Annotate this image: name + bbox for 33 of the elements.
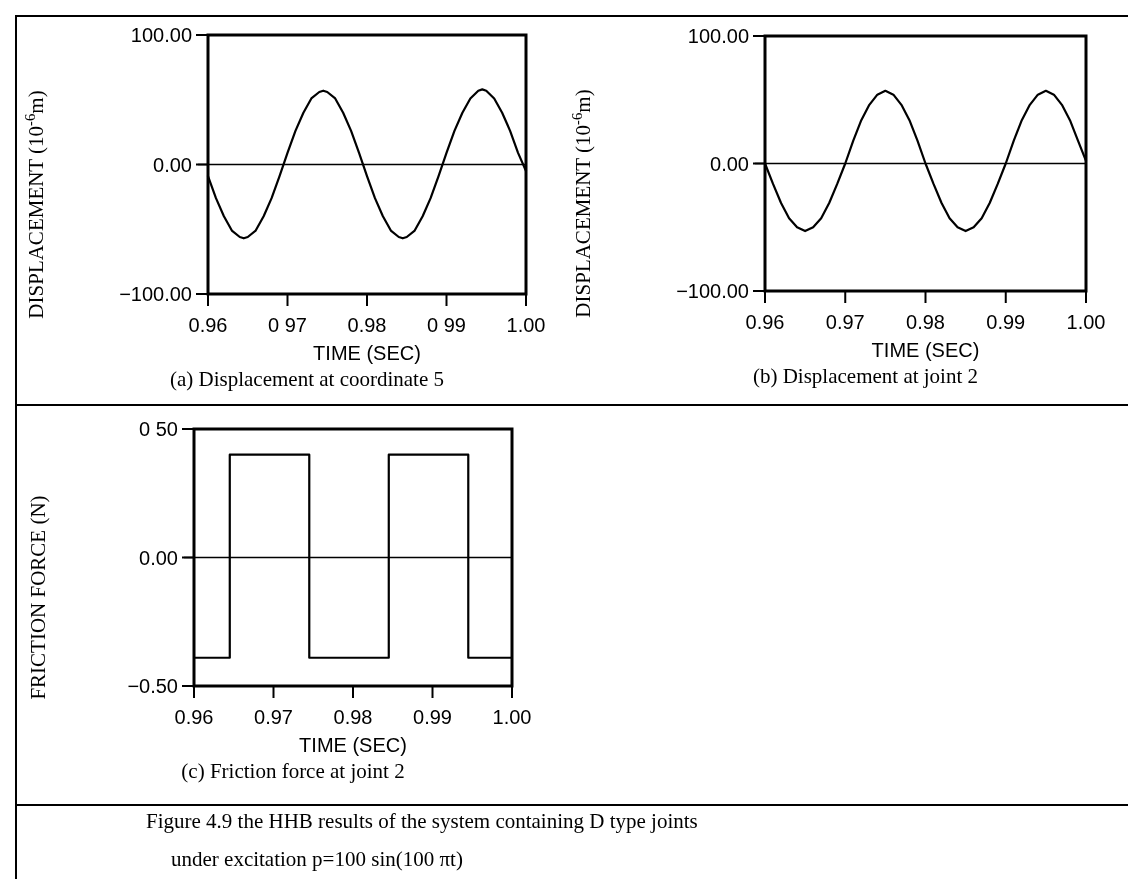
y-tick-label: −100.00 [119, 283, 192, 305]
x-tick-label: 0.98 [906, 311, 945, 333]
y-tick-label: −0.50 [127, 675, 178, 697]
x-tick-label: 0 99 [427, 314, 466, 336]
x-axis-title: TIME (SEC) [299, 734, 407, 756]
x-axis-title: TIME (SEC) [871, 339, 980, 361]
text: (b) Displacement at joint 2 [752, 364, 979, 388]
x-axis-title: TIME (SEC) [313, 342, 421, 364]
x-tick-label: 0 97 [268, 314, 307, 336]
x-tick-label: 0.99 [986, 311, 1026, 333]
y-tick-label: 0.00 [139, 546, 178, 569]
y-tick-label: −100.00 [676, 280, 749, 302]
x-tick-label: 0.97 [825, 311, 865, 333]
x-tick-label: 1.00 [492, 706, 532, 728]
y-tick-label: 100.00 [130, 24, 192, 46]
text: (a) Displacement at coordinate 5 [169, 367, 445, 391]
x-tick-label: 0.96 [188, 314, 228, 336]
x-tick-label: 1.00 [1066, 311, 1106, 333]
text: (c) Friction force at joint 2 [181, 759, 405, 783]
y-tick-label: 0.00 [710, 152, 749, 175]
y-axis-title: FRICTION FORCE (N) [26, 495, 51, 700]
x-tick-label: 0.98 [347, 314, 387, 336]
y-tick-label: 100.00 [687, 25, 749, 47]
y-tick-label: 0 50 [139, 418, 178, 440]
text: under excitation p=100 sin(100 πt) [171, 847, 463, 871]
x-tick-label: 0.96 [174, 706, 214, 728]
y-tick-label: 0.00 [153, 153, 192, 176]
x-tick-label: 0.97 [254, 706, 293, 728]
x-tick-label: 1.00 [506, 314, 546, 336]
x-tick-label: 0.98 [333, 706, 373, 728]
x-tick-label: 0.99 [413, 706, 452, 728]
caption: Figure 4.9 the HHB results of the system containing D type joints [146, 809, 698, 833]
x-tick-label: 0.96 [745, 311, 785, 333]
